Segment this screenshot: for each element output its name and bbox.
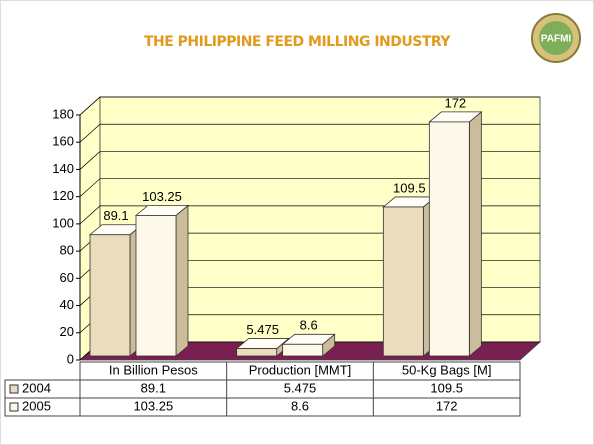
bar-face	[89, 234, 131, 357]
table-cell: 109.5	[430, 380, 463, 395]
grid-line	[79, 178, 540, 197]
data-label: 89.1	[103, 208, 128, 223]
x-tick-label: 50-Kg Bags [M]	[402, 362, 492, 377]
table-cell: 172	[436, 398, 458, 413]
bar-face	[282, 343, 324, 357]
y-tick-label: 160	[52, 134, 74, 149]
legend-swatch	[9, 402, 19, 412]
data-label: 5.475	[246, 322, 279, 337]
bar	[281, 333, 336, 357]
grid-line	[79, 123, 540, 143]
y-tick-label: 180	[52, 106, 74, 121]
bar	[235, 337, 290, 357]
bar	[428, 111, 483, 357]
bar-face	[135, 215, 177, 357]
bar-face	[468, 111, 482, 357]
table-cell: 8.6	[291, 398, 309, 413]
logo: PAFMI	[531, 13, 581, 63]
bar	[382, 196, 437, 357]
y-tick-label: 80	[60, 243, 74, 258]
chart-title: THE PHILIPPINE FEED MILLING INDUSTRY	[144, 34, 451, 50]
data-label: 8.6	[300, 318, 318, 333]
table-cell: 89.1	[141, 380, 166, 395]
x-tick-label: Production [MMT]	[249, 362, 352, 377]
bar	[88, 223, 144, 357]
y-tick-label: 20	[60, 324, 74, 339]
bar-face	[382, 206, 424, 357]
logo-text: PAFMI	[541, 34, 572, 45]
x-tick-label: In Billion Pesos	[109, 362, 198, 377]
y-tick-label: 120	[52, 188, 74, 203]
legend-label: 2004	[22, 380, 51, 395]
y-tick-label: 100	[52, 215, 74, 230]
y-tick-label: 60	[60, 270, 74, 285]
y-tick-label: 0	[67, 351, 74, 366]
data-label: 172	[444, 95, 466, 110]
legend-swatch	[9, 384, 19, 394]
y-tick-label: 40	[60, 297, 74, 312]
grid-line	[79, 151, 540, 170]
bar-face	[236, 348, 278, 357]
bar	[134, 204, 190, 357]
bar-face	[175, 204, 189, 357]
legend-label: 2005	[22, 398, 51, 413]
bar-face	[428, 121, 470, 357]
y-tick-label: 140	[52, 161, 74, 176]
grid-line	[79, 96, 540, 116]
table-cell: 103.25	[133, 398, 173, 413]
data-label: 109.5	[393, 180, 426, 195]
data-label: 103.25	[142, 189, 182, 204]
table-cell: 5.475	[284, 380, 317, 395]
